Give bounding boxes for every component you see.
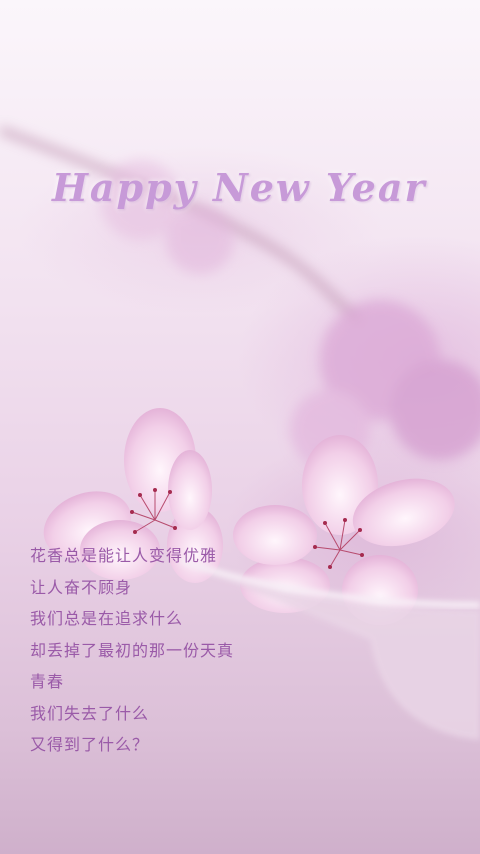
poem-line: 花香总是能让人变得优雅 (30, 546, 218, 565)
poem-line: 我们失去了什么 (30, 703, 150, 723)
poem-line: 却丢掉了最初的那一份天真 (30, 640, 235, 660)
poem-line: 青春 (30, 672, 65, 691)
poem-line: 让人奋不顾身 (30, 577, 133, 597)
poem-line: 又得到了什么？ (30, 735, 150, 754)
poem-line: 我们总是在追求什么 (30, 609, 184, 628)
title-text: Happy New Year (52, 165, 427, 210)
blossom-left (43, 408, 223, 583)
poem: 花香总是能让人变得优雅 让人奋不顾身 我们总是在追求什么 却丢掉了最初的那一份天… (30, 540, 234, 761)
